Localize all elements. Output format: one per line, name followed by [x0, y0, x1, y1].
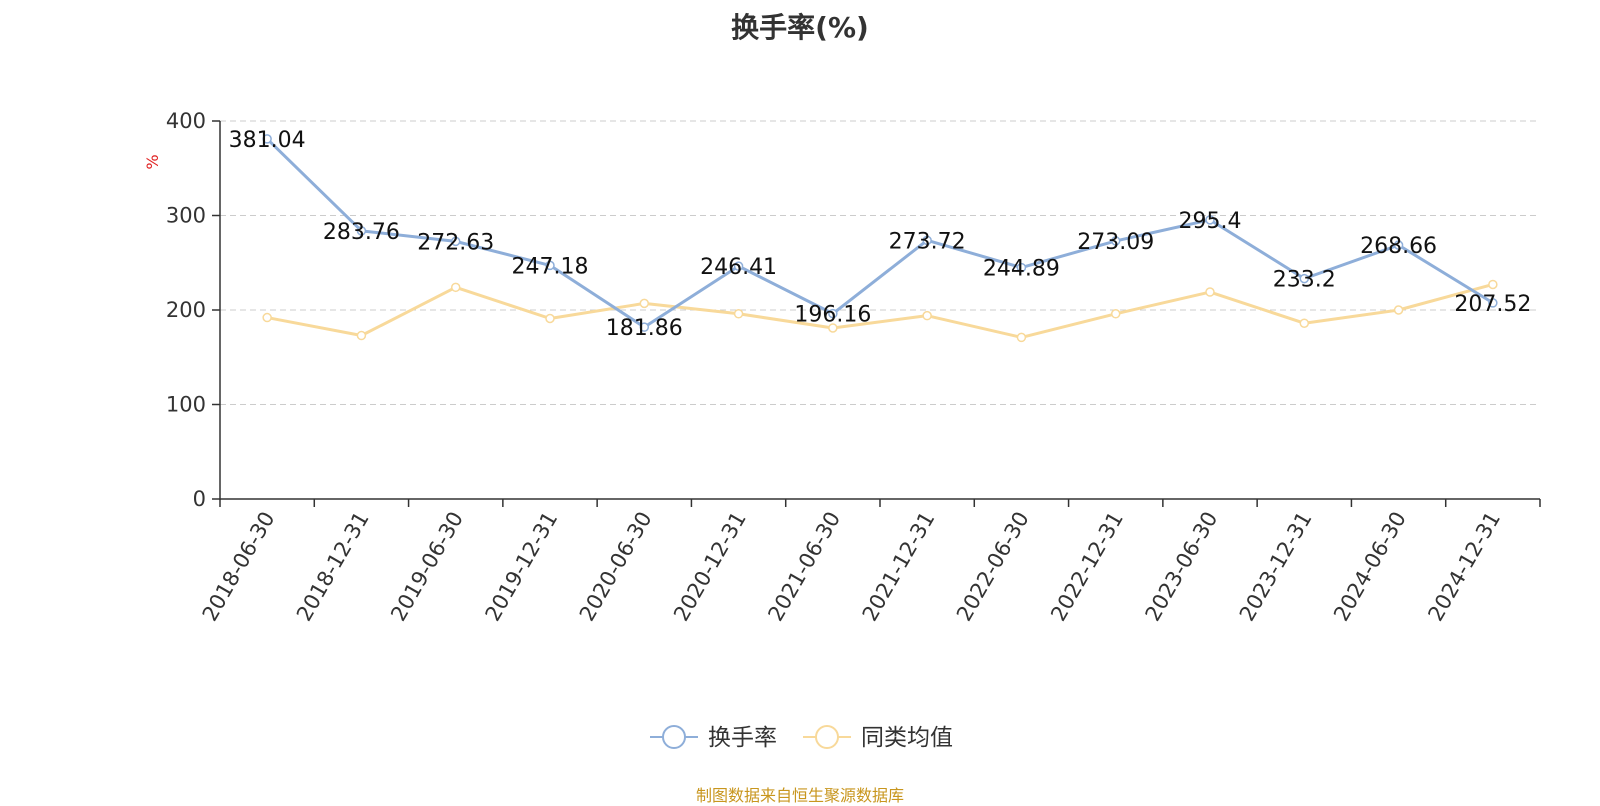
x-tick-label: 2022-12-31 — [1046, 508, 1128, 626]
data-point-peer-average — [828, 323, 838, 333]
series-group — [262, 134, 1498, 343]
data-point-peer-average — [450, 282, 461, 293]
data-point-turnover — [356, 226, 367, 236]
data-point-turnover — [1299, 273, 1310, 284]
x-tick-label: 2024-12-31 — [1423, 508, 1505, 626]
x-tick-label: 2024-06-30 — [1329, 508, 1411, 626]
data-label: 244.89 — [983, 257, 1060, 282]
data-label: 233.2 — [1273, 268, 1336, 293]
y-tick-label: 400 — [166, 109, 206, 133]
data-point-turnover — [545, 260, 555, 271]
y-tick-label: 200 — [166, 298, 206, 322]
data-point-turnover — [1016, 262, 1027, 273]
data-point-peer-average — [1205, 287, 1215, 297]
x-tick-label: 2021-12-31 — [858, 507, 940, 625]
y-tick-label: 0 — [193, 487, 206, 511]
data-label: 295.4 — [1179, 209, 1242, 234]
data-point-peer-average — [1110, 309, 1121, 319]
data-point-peer-average — [356, 330, 367, 341]
data-point-peer-average — [1016, 332, 1027, 343]
x-tick-label: 2019-12-31 — [481, 508, 563, 626]
legend-label: 同类均值 — [861, 725, 953, 751]
data-point-peer-average — [545, 313, 555, 324]
data-point-turnover — [733, 261, 744, 271]
data-point-peer-average — [1393, 305, 1404, 315]
series-line-turnover — [266, 137, 1494, 329]
data-point-peer-average — [733, 309, 744, 319]
data-labels: 381.04 283.76 272.63 247.18 181.86 246.41 196.… — [229, 128, 1532, 341]
data-label: 247.18 — [512, 254, 589, 279]
x-tick-label: 2021-06-30 — [763, 508, 845, 626]
legend-item-peer-average: 同类均值 — [803, 725, 953, 751]
x-tick-label: 2018-06-30 — [198, 508, 280, 626]
chart-title: 换手率(%) — [731, 11, 869, 44]
data-label: 246.41 — [700, 255, 777, 280]
data-label: 283.76 — [323, 220, 400, 245]
data-point-peer-average — [1488, 279, 1498, 290]
x-tick-label: 2018-12-31 — [292, 508, 374, 626]
legend-item-turnover: 换手率 — [650, 725, 777, 751]
data-label: 268.66 — [1360, 234, 1437, 259]
y-axis-label: % — [143, 154, 162, 169]
legend-marker — [815, 725, 839, 749]
x-tick-label: 2023-12-31 — [1235, 508, 1317, 626]
data-point-turnover — [450, 236, 461, 247]
data-point-turnover — [639, 322, 650, 332]
data-source-note: 制图数据来自恒生聚源数据库 — [695, 786, 904, 805]
data-point-turnover — [1488, 298, 1498, 308]
y-tick-label: 100 — [166, 393, 206, 417]
legend: 换手率 同类均值 — [650, 725, 953, 751]
data-point-peer-average — [262, 312, 272, 323]
grid-lines — [220, 120, 1540, 405]
x-tick-label: 2020-12-31 — [669, 508, 751, 626]
axes: 0 100 200 300 400 2018-06-30 2018-12-31 2019-06… — [166, 109, 1541, 626]
data-label: 273.09 — [1077, 230, 1154, 255]
series-line-peer-average — [266, 283, 1494, 339]
x-tick-label: 2020-06-30 — [575, 508, 657, 626]
legend-marker — [662, 725, 686, 749]
data-label: 381.04 — [229, 128, 306, 153]
data-point-peer-average — [922, 310, 932, 321]
data-point-turnover — [1205, 215, 1215, 225]
data-label: 272.63 — [417, 230, 494, 255]
x-tick-label: 2019-06-30 — [386, 508, 468, 626]
data-point-turnover — [1393, 240, 1404, 250]
data-point-turnover — [922, 235, 932, 246]
legend-label: 换手率 — [708, 725, 777, 751]
y-tick-label: 300 — [166, 204, 206, 228]
data-label: 273.72 — [889, 229, 966, 254]
data-point-peer-average — [639, 298, 650, 309]
x-tick-label: 2022-06-30 — [952, 508, 1034, 626]
x-tick-label: 2023-06-30 — [1141, 508, 1223, 626]
data-label: 181.86 — [606, 316, 683, 341]
data-label: 196.16 — [794, 303, 871, 328]
data-point-turnover — [828, 308, 838, 319]
data-label: 207.52 — [1454, 292, 1531, 317]
data-point-turnover — [1110, 236, 1121, 246]
data-point-peer-average — [1299, 318, 1310, 328]
data-point-turnover — [262, 134, 272, 144]
